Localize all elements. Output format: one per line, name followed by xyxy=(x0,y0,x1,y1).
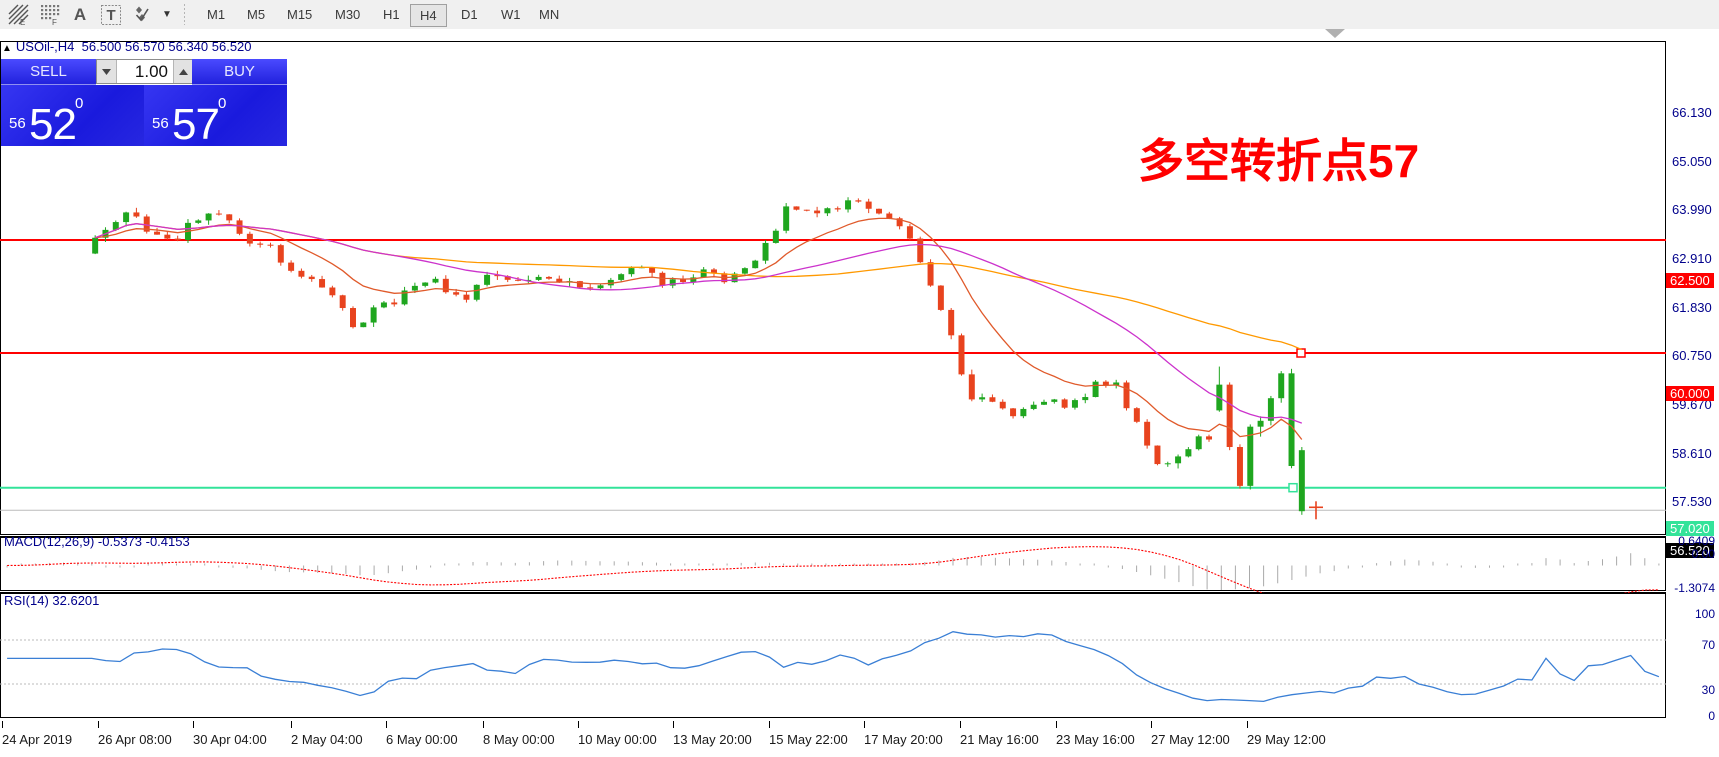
svg-text:T: T xyxy=(107,7,116,24)
svg-text:多空转折点57: 多空转折点57 xyxy=(1138,135,1419,187)
svg-text:F: F xyxy=(52,18,57,26)
svg-text:E: E xyxy=(20,18,25,26)
